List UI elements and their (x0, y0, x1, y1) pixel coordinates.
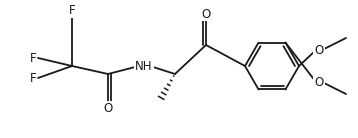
Text: NH: NH (135, 59, 153, 72)
Text: O: O (314, 75, 324, 88)
Text: O: O (201, 7, 211, 21)
Text: O: O (314, 43, 324, 56)
Text: F: F (69, 5, 75, 18)
Text: F: F (30, 71, 36, 84)
Text: O: O (103, 102, 113, 115)
Text: F: F (30, 51, 36, 64)
